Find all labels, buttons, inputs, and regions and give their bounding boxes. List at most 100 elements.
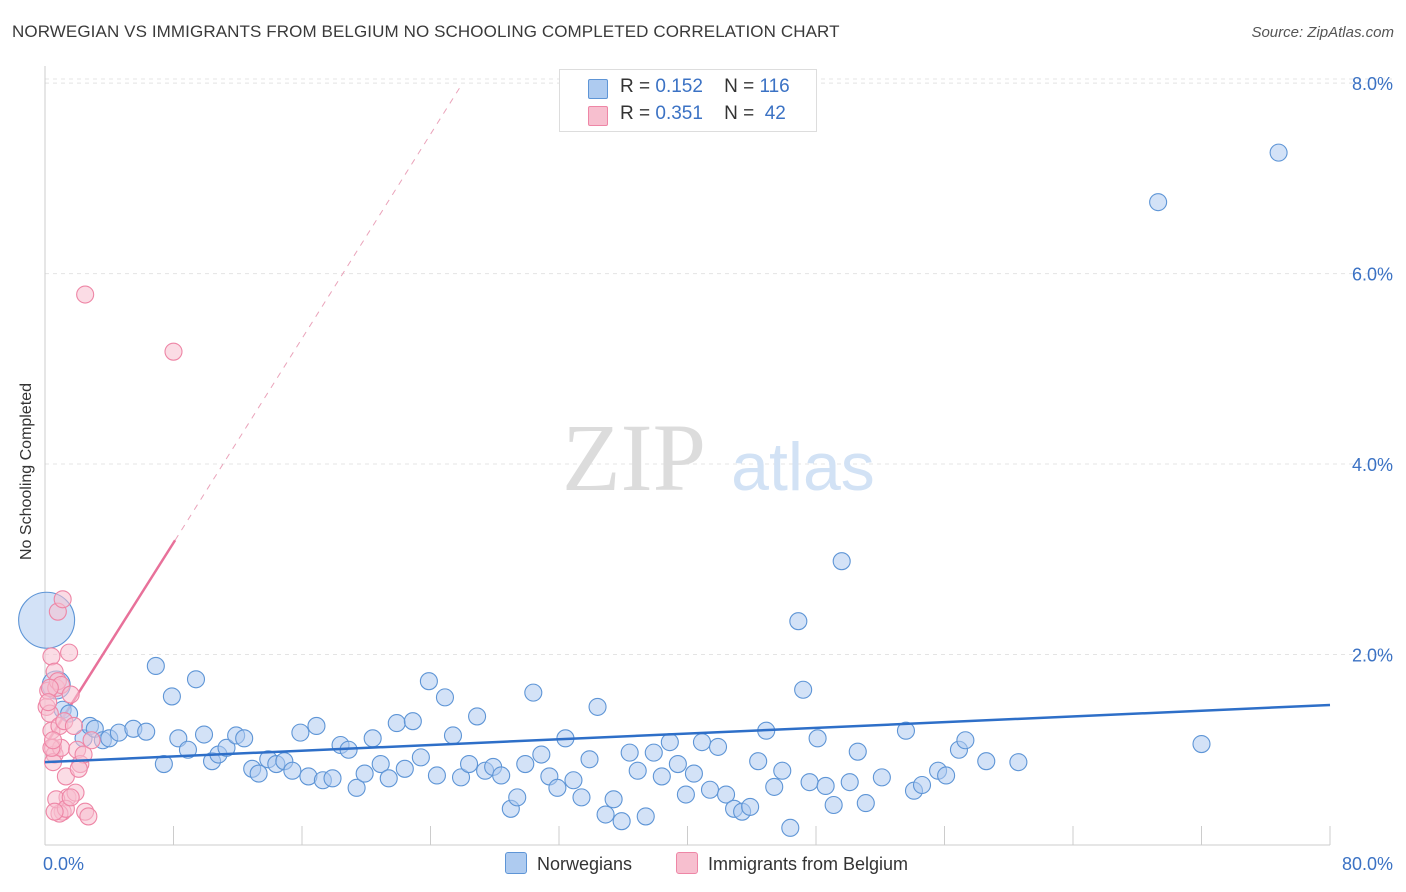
legend-n-label: N = — [724, 76, 755, 97]
norwegians-point — [937, 766, 956, 785]
norwegians-point — [832, 552, 851, 571]
norwegians-point — [403, 712, 422, 731]
norwegians-point — [741, 797, 760, 816]
norwegians-point — [387, 714, 406, 733]
bottom-legend-belgium: Immigrants from Belgium — [676, 852, 908, 875]
norwegians-trend — [44, 703, 1331, 764]
belgium-point — [79, 807, 98, 826]
norwegians-point — [516, 754, 535, 774]
norwegians-point — [749, 752, 768, 771]
norwegians-point — [194, 725, 214, 744]
norwegians-point — [620, 743, 639, 762]
norwegians-point — [283, 761, 302, 780]
x-tick-label: 80.0% — [1342, 854, 1393, 874]
legend-r-value-norwegians: 0.152 — [655, 76, 703, 97]
x-tick-label: 0.0% — [43, 854, 84, 874]
norwegians-point — [427, 766, 446, 785]
bottom-legend-label-norwegians: Norwegians — [537, 854, 633, 874]
norwegians-point — [588, 697, 607, 716]
norwegians-point — [572, 788, 591, 807]
norwegians-point — [800, 773, 819, 792]
belgium-point — [164, 342, 183, 361]
norwegians-trend-line — [44, 703, 1331, 764]
belgium-point — [61, 685, 80, 704]
norwegians-point — [580, 750, 599, 769]
norwegians-point — [912, 775, 932, 795]
norwegians-point — [419, 672, 438, 691]
watermark-atlas: atlas — [731, 429, 875, 505]
norwegians-point — [249, 764, 268, 783]
norwegians-point — [1269, 143, 1288, 162]
y-tick-label: 8.0% — [1352, 74, 1393, 94]
norwegians-point — [848, 742, 867, 761]
norwegians-point — [186, 670, 206, 689]
norwegians-point — [371, 754, 390, 774]
y-axis-label: No Schooling Completed — [18, 383, 35, 560]
norwegians-point — [684, 764, 703, 783]
norwegians-point — [146, 656, 165, 676]
norwegians-point — [435, 688, 455, 707]
norwegians-point — [716, 785, 736, 804]
belgium-point — [53, 590, 72, 609]
belgium-point — [42, 647, 61, 666]
norwegians-point — [977, 752, 996, 771]
norwegians-point — [532, 745, 551, 764]
belgium-point — [60, 643, 79, 662]
norwegians-point — [956, 731, 975, 750]
norwegians-point — [636, 807, 655, 826]
belgium-point — [45, 802, 64, 821]
norwegians-point — [323, 769, 342, 788]
norwegians-point — [564, 771, 583, 790]
norwegians-point — [596, 805, 615, 824]
norwegians-point — [789, 612, 808, 631]
norwegians-point — [347, 778, 366, 797]
legend-r-label: R = — [620, 76, 651, 97]
norwegians-point — [676, 785, 695, 804]
norwegians-point — [235, 729, 254, 748]
norwegians-point — [808, 729, 827, 748]
norwegians-point — [411, 748, 430, 767]
legend-r-value-belgium: 0.351 — [655, 103, 703, 124]
norwegians-point — [652, 767, 671, 786]
norwegians-point — [612, 812, 631, 831]
norwegians-point — [468, 707, 487, 726]
norwegians-point — [765, 777, 784, 796]
norwegians-point — [363, 729, 382, 748]
norwegians-point — [628, 761, 647, 780]
norwegians-point — [162, 687, 181, 706]
norwegians-point — [692, 733, 712, 752]
norwegians-points — [18, 143, 1288, 837]
norwegians-point — [355, 764, 374, 783]
norwegians-point — [856, 794, 875, 813]
norwegians-point — [291, 723, 310, 742]
norwegians-point — [307, 716, 326, 736]
y-tick-label: 6.0% — [1352, 265, 1393, 285]
belgium-point — [76, 285, 95, 304]
blue-swatch-icon — [505, 852, 527, 874]
belgium-point — [61, 788, 80, 807]
chart-source: Source: ZipAtlas.com — [1251, 24, 1394, 41]
pink-swatch-icon — [588, 106, 608, 126]
norwegians-point — [508, 788, 527, 807]
norwegians-point — [644, 743, 663, 762]
norwegians-point — [660, 733, 679, 752]
belgium-point — [69, 759, 88, 778]
watermark: ZIP atlas — [562, 404, 875, 511]
bottom-legend-norwegians: Norwegians — [505, 852, 632, 875]
norwegians-point — [154, 754, 173, 774]
norwegians-point — [459, 754, 479, 774]
belgium-point — [82, 731, 101, 750]
norwegians-point — [824, 795, 843, 815]
blue-swatch-icon — [588, 79, 608, 99]
legend-n-value-belgium: 42 — [764, 103, 786, 124]
grid-lines — [45, 78, 1392, 656]
norwegians-point — [668, 754, 687, 774]
norwegians-point — [524, 683, 543, 702]
legend-r-label: R = — [620, 103, 651, 124]
norwegians-point — [1149, 193, 1168, 212]
norwegians-point — [816, 776, 835, 796]
norwegians-point — [379, 769, 398, 788]
y-tick-label: 4.0% — [1352, 455, 1393, 475]
norwegians-point — [708, 737, 728, 756]
